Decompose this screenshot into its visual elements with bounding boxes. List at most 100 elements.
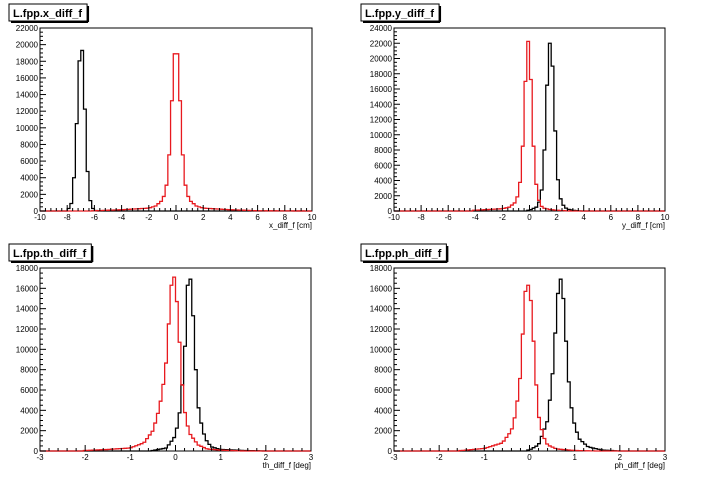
x-tick-label: 0 bbox=[527, 453, 532, 462]
x-tick-label: 10 bbox=[661, 213, 670, 222]
y-tick-label: 8000 bbox=[20, 140, 38, 149]
panel-title: L.fpp.ph_diff_f bbox=[365, 248, 442, 260]
x-tick-label: -8 bbox=[64, 213, 72, 222]
y-tick-label: 20000 bbox=[16, 41, 39, 50]
y-tick-label: 20000 bbox=[370, 55, 393, 64]
histogram-series-1 bbox=[394, 40, 665, 212]
y-tick-label: 6000 bbox=[20, 386, 38, 395]
panel-title: L.fpp.th_diff_f bbox=[13, 248, 87, 260]
x-tick-label: -10 bbox=[34, 213, 46, 222]
y-tick-label: 16000 bbox=[16, 284, 39, 293]
y-tick-label: 14000 bbox=[16, 305, 39, 314]
x-tick-label: 0 bbox=[527, 213, 532, 222]
x-tick-label: 8 bbox=[283, 213, 288, 222]
x-tick-label: -6 bbox=[445, 213, 453, 222]
y-axis-ticks: 0 2000 4000 6000 8000 10000 12000 14000 16000 180… bbox=[16, 24, 46, 216]
x-tick-label: -6 bbox=[91, 213, 99, 222]
x-axis-label: ph_diff_f [deg] bbox=[614, 461, 665, 470]
y-tick-label: 16000 bbox=[16, 74, 39, 83]
x-tick-label: -1 bbox=[481, 453, 489, 462]
y-tick-label: 2000 bbox=[374, 192, 392, 201]
x-tick-label: 4 bbox=[228, 213, 233, 222]
x-tick-label: 2 bbox=[201, 213, 206, 222]
title-box: L.fpp.ph_diff_f bbox=[360, 243, 449, 263]
y-tick-label: 10000 bbox=[16, 124, 39, 133]
x-tick-label: 6 bbox=[255, 213, 260, 222]
x-tick-label: -10 bbox=[388, 213, 400, 222]
y-tick-label: 0 bbox=[388, 207, 393, 216]
title-box: L.fpp.y_diff_f bbox=[360, 3, 442, 23]
y-tick-label: 18000 bbox=[370, 70, 393, 79]
y-tick-label: 10000 bbox=[16, 345, 39, 354]
panel-x-diff: L.fpp.x_diff_f -10 -8 -6 -4 -2 0 2 4 6 8 10 0 2000 4… bbox=[8, 3, 317, 230]
x-tick-label: 8 bbox=[636, 213, 641, 222]
y-axis-ticks: 0 2000 4000 6000 8000 10000 12000 14000 16000 180… bbox=[16, 264, 46, 456]
x-tick-label: 4 bbox=[581, 213, 586, 222]
title-box: L.fpp.th_diff_f bbox=[8, 243, 94, 263]
x-tick-label: 2 bbox=[618, 453, 623, 462]
y-tick-label: 14000 bbox=[370, 305, 393, 314]
x-tick-label: -8 bbox=[418, 213, 426, 222]
y-tick-label: 12000 bbox=[16, 325, 39, 334]
y-tick-label: 10000 bbox=[370, 131, 393, 140]
y-tick-label: 6000 bbox=[20, 157, 38, 166]
y-tick-label: 8000 bbox=[374, 366, 392, 375]
series-group bbox=[394, 40, 665, 212]
x-axis-ticks: -10 -8 -6 -4 -2 0 2 4 6 8 10 bbox=[388, 205, 670, 222]
y-tick-label: 8000 bbox=[20, 366, 38, 375]
x-tick-label: 0 bbox=[173, 453, 178, 462]
x-axis-ticks: -10 -8 -6 -4 -2 0 2 4 6 8 10 bbox=[34, 205, 317, 222]
y-axis-ticks: 0 2000 4000 6000 8000 10000 12000 14000 16000 180… bbox=[370, 264, 400, 456]
x-tick-label: 1 bbox=[572, 453, 577, 462]
y-tick-label: 0 bbox=[34, 207, 39, 216]
y-tick-label: 16000 bbox=[370, 85, 393, 94]
histogram-series-0 bbox=[40, 49, 312, 212]
series-group bbox=[394, 278, 665, 452]
title-box: L.fpp.x_diff_f bbox=[8, 3, 90, 23]
x-tick-label: 2 bbox=[264, 453, 269, 462]
x-axis-ticks: -3 -2 -1 0 1 2 3 bbox=[36, 445, 314, 462]
x-tick-label: 2 bbox=[554, 213, 559, 222]
x-tick-label: -2 bbox=[82, 453, 90, 462]
panel-th-diff: L.fpp.th_diff_f -3 -2 -1 0 1 2 3 0 2000 4000 6000… bbox=[8, 243, 314, 470]
y-tick-label: 6000 bbox=[374, 161, 392, 170]
y-tick-label: 22000 bbox=[16, 24, 39, 33]
series-group bbox=[40, 276, 311, 452]
y-tick-label: 2000 bbox=[20, 190, 38, 199]
y-tick-label: 22000 bbox=[370, 39, 393, 48]
histogram-series-1 bbox=[394, 284, 665, 452]
x-tick-label: -2 bbox=[436, 453, 444, 462]
y-tick-label: 16000 bbox=[370, 284, 393, 293]
histogram-series-0 bbox=[40, 278, 311, 452]
y-tick-label: 6000 bbox=[374, 386, 392, 395]
y-tick-label: 4000 bbox=[374, 177, 392, 186]
x-tick-label: -2 bbox=[145, 213, 153, 222]
x-tick-label: -1 bbox=[127, 453, 135, 462]
x-tick-label: -3 bbox=[390, 453, 398, 462]
y-tick-label: 18000 bbox=[370, 264, 393, 273]
x-tick-label: -3 bbox=[36, 453, 44, 462]
panel-title: L.fpp.y_diff_f bbox=[365, 8, 434, 20]
y-tick-label: 0 bbox=[388, 447, 393, 456]
y-tick-label: 12000 bbox=[370, 325, 393, 334]
x-tick-label: 10 bbox=[308, 213, 317, 222]
x-axis-label: y_diff_f [cm] bbox=[622, 221, 665, 230]
histogram-series-0 bbox=[394, 278, 665, 452]
histogram-series-1 bbox=[40, 276, 311, 452]
y-tick-label: 0 bbox=[34, 447, 39, 456]
y-tick-label: 18000 bbox=[16, 57, 39, 66]
y-tick-label: 12000 bbox=[370, 116, 393, 125]
x-tick-label: 6 bbox=[609, 213, 614, 222]
y-tick-label: 4000 bbox=[20, 406, 38, 415]
x-axis-ticks: -3 -2 -1 0 1 2 3 bbox=[390, 445, 668, 462]
y-tick-label: 12000 bbox=[16, 107, 39, 116]
x-axis-label: x_diff_f [cm] bbox=[269, 221, 312, 230]
histogram-series-1 bbox=[40, 53, 312, 212]
y-tick-label: 4000 bbox=[20, 174, 38, 183]
x-tick-label: 3 bbox=[309, 453, 314, 462]
y-tick-label: 14000 bbox=[370, 100, 393, 109]
y-tick-label: 14000 bbox=[16, 91, 39, 100]
panel-title: L.fpp.x_diff_f bbox=[13, 8, 82, 20]
x-axis-label: th_diff_f [deg] bbox=[263, 461, 311, 470]
y-tick-label: 24000 bbox=[370, 24, 393, 33]
